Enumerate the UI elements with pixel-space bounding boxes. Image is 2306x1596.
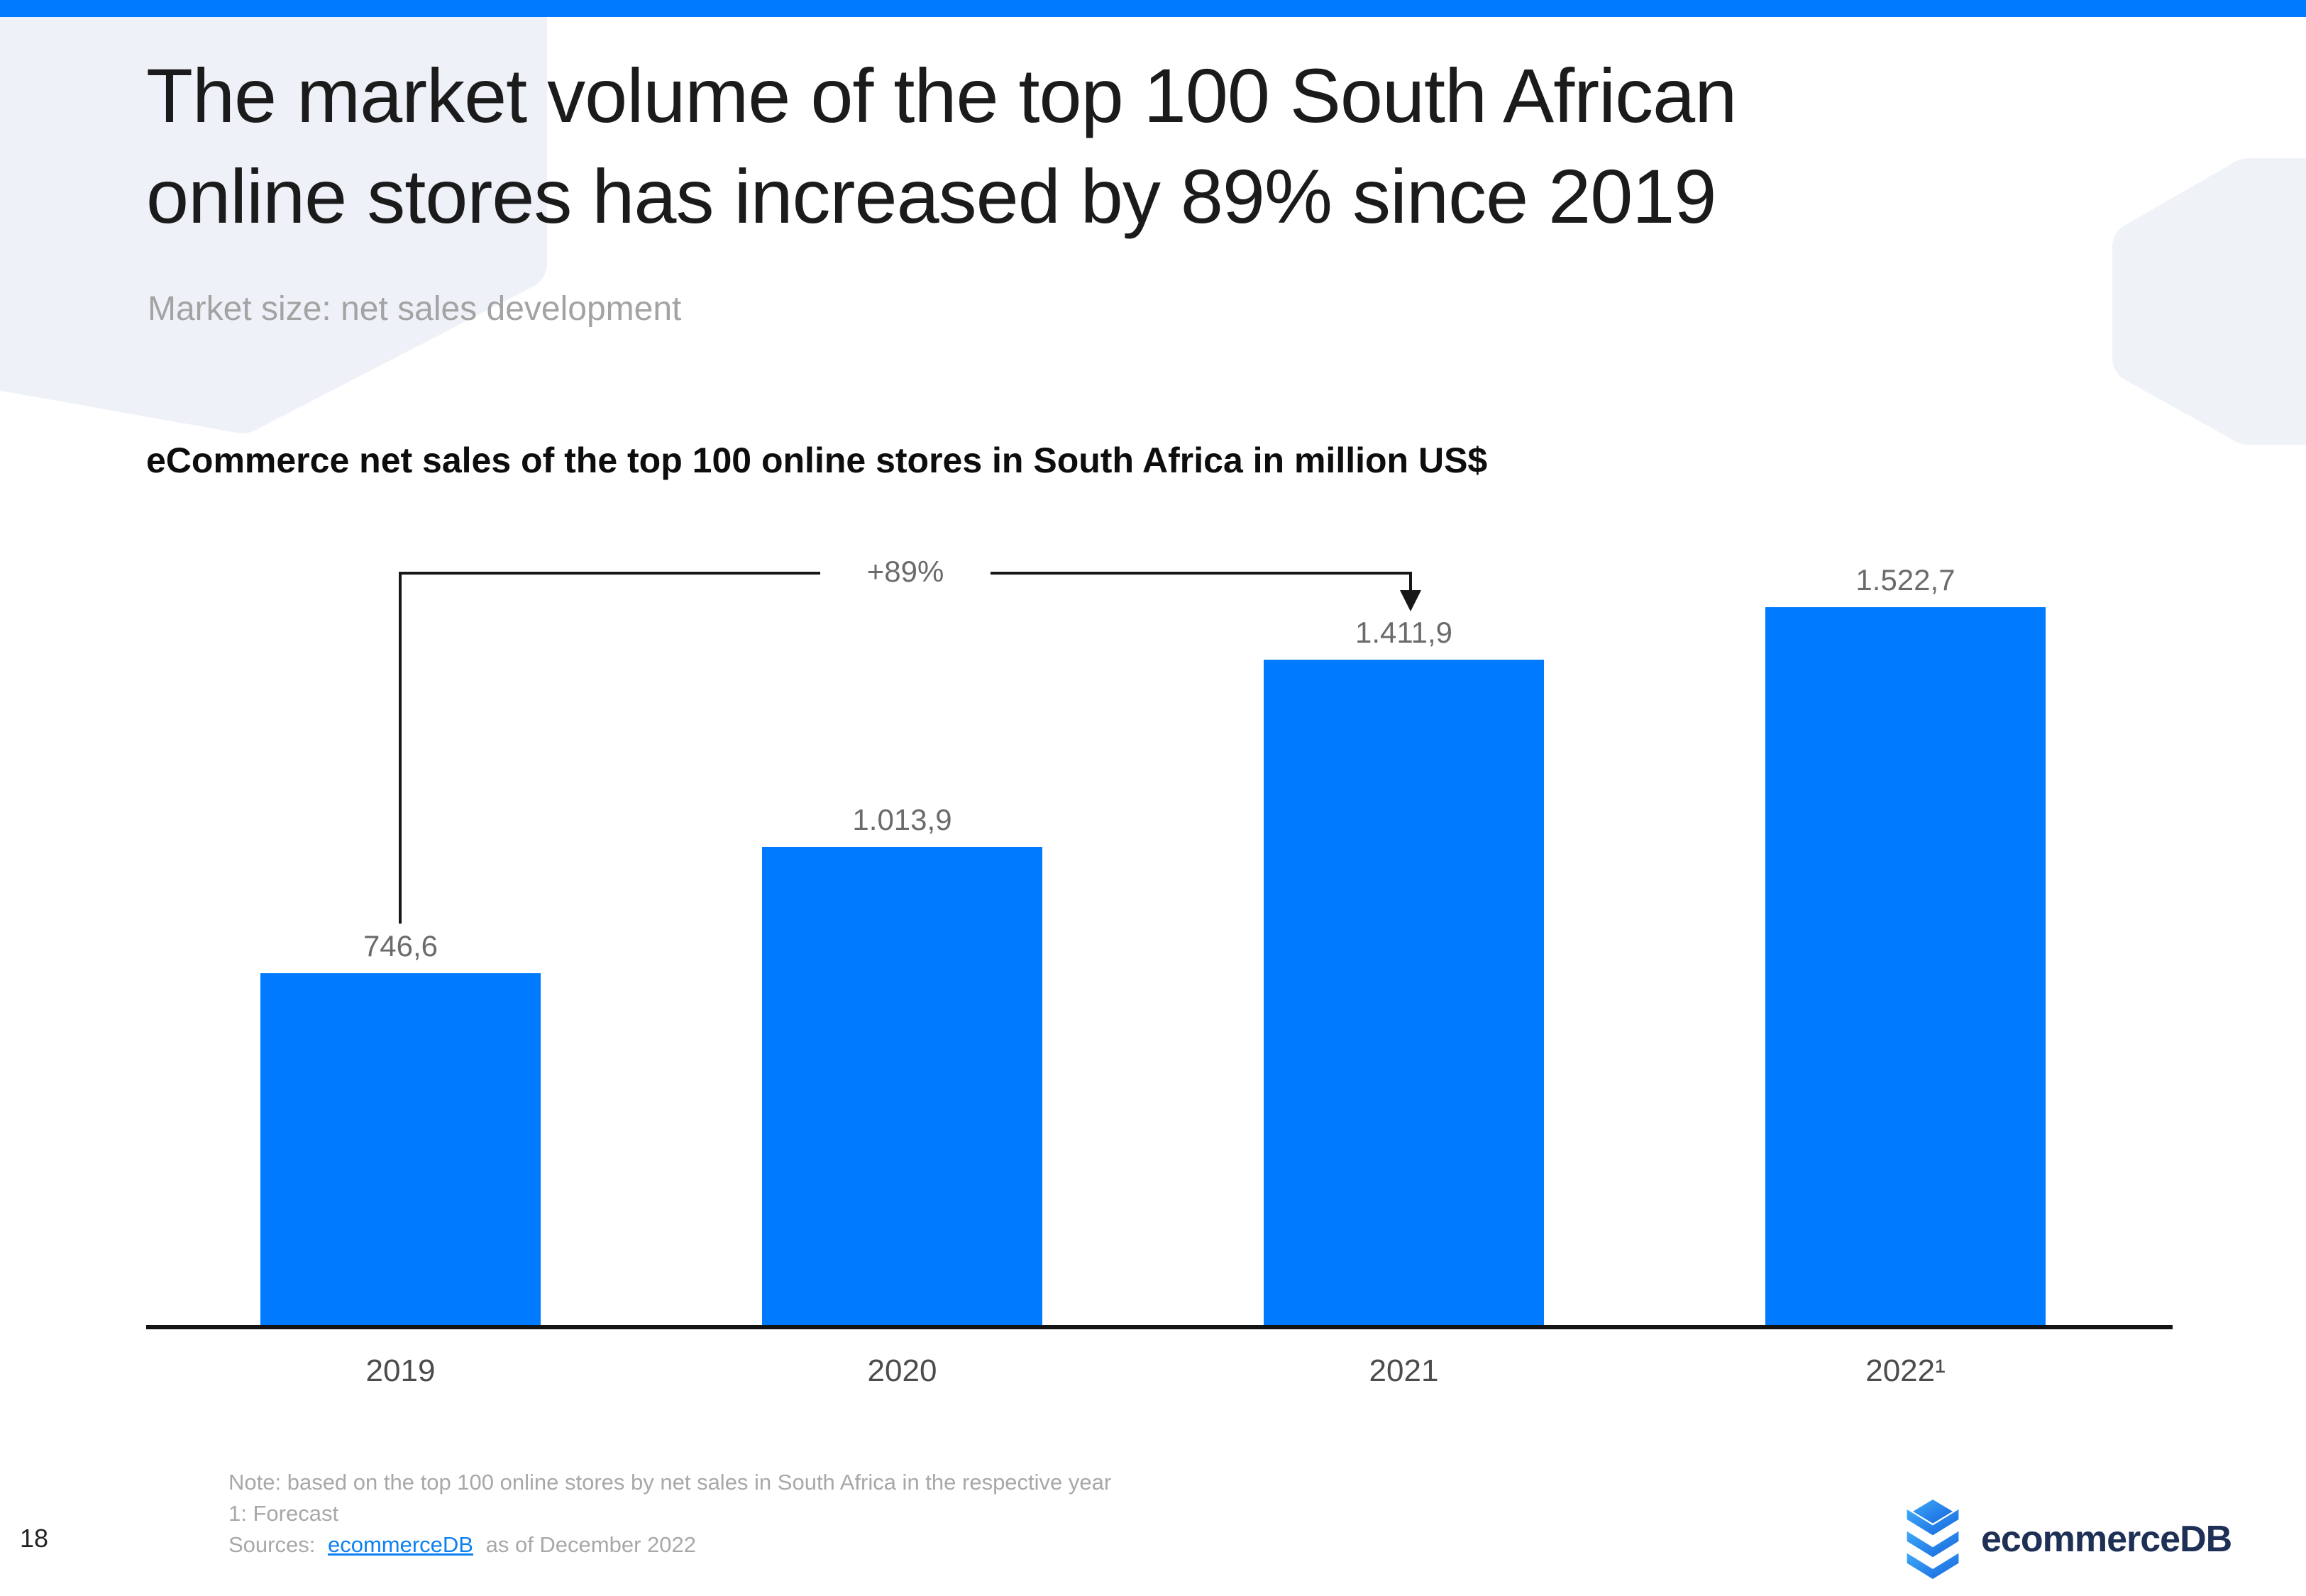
top-accent-banner xyxy=(0,0,2306,17)
annotation-growth-label: +89% xyxy=(820,552,991,592)
bar-2019 xyxy=(260,973,541,1325)
annotation-line-vertical-right xyxy=(1409,572,1412,592)
forecast-note-line: 1: Forecast xyxy=(228,1501,339,1526)
bar-2022 xyxy=(1765,607,2046,1325)
chart-title: eCommerce net sales of the top 100 onlin… xyxy=(146,440,1488,480)
x-tick-2022: 2022¹ xyxy=(1865,1353,1946,1388)
sources-prefix: Sources: xyxy=(228,1532,316,1557)
x-tick-2020: 2020 xyxy=(867,1353,937,1388)
bar-group-2022: 1.522,7 xyxy=(1765,563,2046,1325)
logo: ecommerceDB xyxy=(1903,1500,2232,1579)
footnotes: Note: based on the top 100 online stores… xyxy=(228,1467,1111,1561)
sources-suffix: as of December 2022 xyxy=(485,1532,696,1557)
page-subtitle: Market size: net sales development xyxy=(148,290,682,328)
bar-value-label: 1.013,9 xyxy=(852,803,952,836)
bar-group-2020: 1.013,9 xyxy=(762,803,1042,1325)
page-title-line1: The market volume of the top 100 South A… xyxy=(146,52,1737,138)
x-axis-line xyxy=(146,1325,2173,1329)
bar-group-2021: 1.411,9 xyxy=(1264,616,1544,1325)
annotation-line-vertical-left xyxy=(399,572,402,924)
page-number: 18 xyxy=(20,1524,49,1553)
ecommercedb-logo-icon xyxy=(1907,1500,1959,1579)
annotation-arrowhead-icon xyxy=(1400,590,1421,611)
note-line: Note: based on the top 100 online stores… xyxy=(228,1470,1112,1495)
bar-2021 xyxy=(1264,660,1544,1325)
page-title: The market volume of the top 100 South A… xyxy=(146,45,2133,247)
hexagon-right xyxy=(2112,158,2306,445)
x-tick-2019: 2019 xyxy=(365,1353,436,1388)
sources-line: Sources: ecommerceDB as of December 2022 xyxy=(228,1529,1111,1561)
x-tick-2021: 2021 xyxy=(1369,1353,1439,1388)
source-link[interactable]: ecommerceDB xyxy=(327,1532,473,1557)
bar-group-2019: 746,6 xyxy=(260,929,541,1325)
bar-value-label: 746,6 xyxy=(363,929,438,963)
bar-value-label: 1.411,9 xyxy=(1355,616,1452,649)
logo-wordmark: ecommerceDB xyxy=(1981,1519,2232,1560)
bar-value-label: 1.522,7 xyxy=(1855,563,1955,597)
bar-2020 xyxy=(762,847,1042,1325)
page-title-line2: online stores has increased by 89% since… xyxy=(146,153,1716,239)
